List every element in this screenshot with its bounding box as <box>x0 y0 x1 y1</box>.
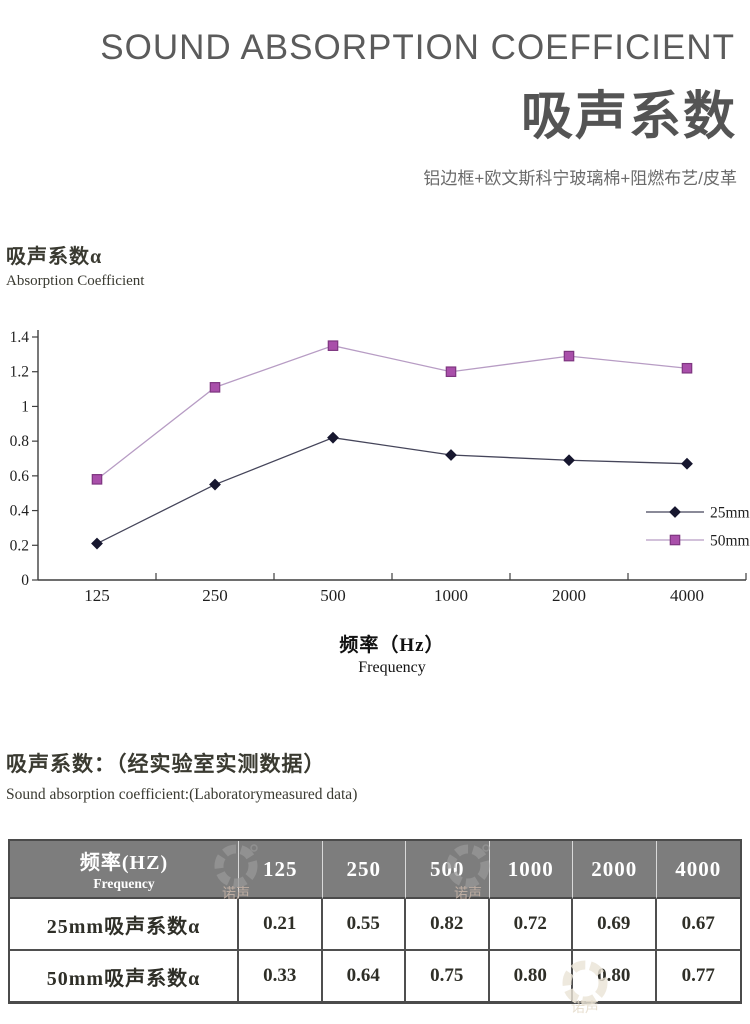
table-cell-value: 0.80 <box>490 951 573 1001</box>
series-marker-50mm厚 <box>563 350 575 362</box>
frequency-value: 125 <box>263 856 298 881</box>
legend-label: 25mm厚 <box>710 505 750 522</box>
x-tick-label: 1000 <box>434 586 468 605</box>
table-header-1000hz: 1000 <box>489 841 573 899</box>
table-header-2000hz: 2000 <box>573 841 657 899</box>
y-tick-label: 0.6 <box>10 468 30 485</box>
frequency-value: 4000 <box>675 856 722 881</box>
series-line-25mm厚 <box>96 437 688 545</box>
series-marker-25mm厚 <box>445 449 457 461</box>
table-header-frequency-zh: 频率(HZ) <box>79 852 169 874</box>
table-row-label: 25mm吸声系数α <box>10 899 239 951</box>
table-cell-value: 0.75 <box>406 951 490 1001</box>
table-section-heading-zh: 吸声系数：（经实验室实测数据） <box>6 752 326 776</box>
series-marker-50mm厚 <box>91 474 103 485</box>
table-cell-value: 0.33 <box>239 951 323 1001</box>
y-tick-label: 1 <box>21 398 29 415</box>
frequency-value: 2000 <box>591 856 638 881</box>
series-marker-25mm厚 <box>327 431 339 444</box>
table-cell-value: 0.64 <box>323 951 406 1001</box>
y-tick-label: 1.4 <box>10 329 30 346</box>
y-axis-caption: 吸声系数α Absorption Coefficient <box>6 240 144 290</box>
series-marker-50mm厚 <box>327 340 339 351</box>
series-marker-25mm厚 <box>563 454 575 467</box>
table-cell-value: 0.80 <box>573 951 657 1001</box>
legend-marker-25mm厚 <box>669 506 681 518</box>
legend-label: 50mm厚 <box>710 533 750 550</box>
frequency-value: 1000 <box>507 856 554 881</box>
series-line-50mm厚 <box>96 345 688 480</box>
x-axis-caption-en: Frequency <box>358 659 426 676</box>
legend-marker-50mm厚 <box>669 534 681 546</box>
x-tick-label: 125 <box>84 586 110 605</box>
material-subtitle: 铝边框+欧文斯科宁玻璃棉+阻燃布艺/皮革 <box>423 169 737 188</box>
series-marker-50mm厚 <box>209 382 221 393</box>
x-tick-label: 4000 <box>670 586 704 605</box>
table-cell-value: 0.21 <box>239 899 323 951</box>
y-axis-caption-en: Absorption Coefficient <box>6 273 145 289</box>
series-marker-25mm厚 <box>681 457 693 470</box>
y-tick-label: 0.4 <box>10 503 30 520</box>
frequency-value: 250 <box>346 856 381 881</box>
x-tick-label: 250 <box>202 586 228 605</box>
table-header-frequency-en: Frequency <box>93 876 155 891</box>
table-cell-value: 0.55 <box>322 899 406 951</box>
table-cell-value: 0.67 <box>656 899 740 951</box>
table-header-frequency: 频率(HZ) Frequency <box>10 841 239 899</box>
x-tick-label: 2000 <box>552 586 586 605</box>
table-section-heading-en: Sound absorption coefficient:(Laboratory… <box>6 786 358 803</box>
page-title-chinese: 吸声系数 <box>520 88 737 146</box>
x-axis-caption: 频率（Hz） Frequency <box>38 630 746 677</box>
x-tick-label: 500 <box>320 586 346 605</box>
table-header-4000hz: 4000 <box>656 841 740 899</box>
y-tick-label: 0.2 <box>10 537 29 554</box>
y-tick-label: 1.2 <box>10 364 29 381</box>
table-section-heading: 吸声系数：（经实验室实测数据） Sound absorption coeffic… <box>6 748 357 804</box>
table-cell-value: 0.77 <box>681 965 715 986</box>
table-header-250hz: 250 <box>322 841 406 899</box>
series-marker-25mm厚 <box>91 537 103 550</box>
y-tick-label: 0 <box>21 572 29 589</box>
table-header-500hz: 500 <box>406 841 490 899</box>
absorption-line-chart: 0 0.2 0.4 0.6 0.8 1 1.2 1.4 125 250 500 1000 2000 400… <box>10 329 750 605</box>
absorption-table: 频率(HZ) Frequency 125 250 500 1000 2000 4000 25mm… <box>8 839 742 1004</box>
table-cell-value: 0.72 <box>489 899 573 951</box>
page-title-english: SOUND ABSORPTION COEFFICIENT <box>100 28 735 67</box>
y-axis-caption-zh: 吸声系数α <box>6 246 103 268</box>
table-cell-value: 0.82 <box>406 899 490 951</box>
table-row-label: 50mm吸声系数α <box>10 951 239 1001</box>
table-header-125hz: 125 <box>239 841 323 899</box>
y-tick-label: 0.8 <box>10 433 30 450</box>
series-marker-50mm厚 <box>681 362 693 374</box>
series-marker-50mm厚 <box>445 366 457 378</box>
x-axis-caption-zh: 频率（Hz） <box>339 635 445 656</box>
table-cell-value: 0.69 <box>573 899 657 951</box>
frequency-value: 500 <box>430 856 465 881</box>
series-marker-25mm厚 <box>209 478 221 491</box>
